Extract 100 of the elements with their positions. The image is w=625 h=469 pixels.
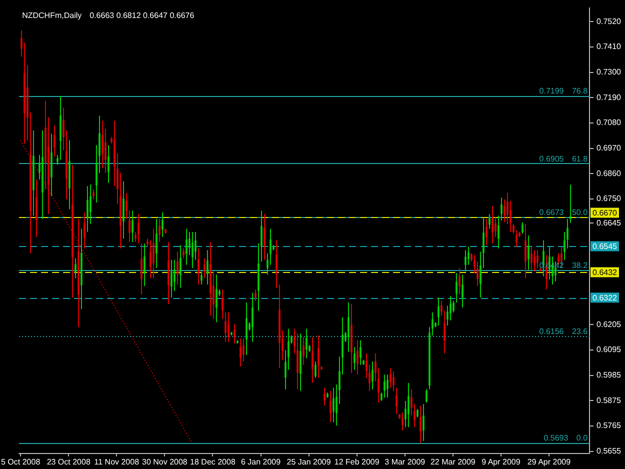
candlestick <box>206 250 208 286</box>
chart-title: NZDCHFm,Daily <box>22 10 82 20</box>
candlestick <box>522 222 524 234</box>
candlestick <box>438 297 440 326</box>
candlestick <box>348 302 350 352</box>
candlestick <box>240 338 242 368</box>
candlestick <box>140 243 142 295</box>
candlestick <box>530 246 532 270</box>
candlestick <box>324 387 326 406</box>
ref-line-label: 0.6432 <box>592 268 618 278</box>
candlestick <box>492 205 494 244</box>
candlestick <box>108 144 110 184</box>
candlestick <box>182 248 184 259</box>
candlestick <box>276 240 278 288</box>
y-tick-label: 0.6970 <box>596 144 622 153</box>
candlestick <box>156 218 158 269</box>
y-tick-label: 0.5875 <box>596 396 622 405</box>
candlestick <box>192 231 194 269</box>
candlestick <box>386 374 388 398</box>
candlestick <box>396 387 398 414</box>
candlestick <box>420 405 422 444</box>
candlestick <box>498 215 500 249</box>
x-tick-label: 3 Mar 2009 <box>384 457 426 466</box>
ref-line-label: 0.7199 76.8 <box>539 86 588 96</box>
x-tick-label: 23 Oct 2008 <box>46 457 91 466</box>
candlestick <box>534 250 536 272</box>
x-tick-label: 6 Jan 2009 <box>240 457 282 466</box>
candlestick <box>360 340 362 366</box>
candlestick <box>426 388 428 403</box>
candlestick <box>180 244 182 288</box>
candlestick <box>92 188 94 200</box>
y-tick-label: 0.5985 <box>596 370 622 380</box>
candlestick <box>144 243 146 287</box>
candlestick <box>234 323 236 344</box>
candlestick <box>464 250 466 272</box>
ref-line-label: 0.6905 61.8 <box>539 154 588 164</box>
y-tick-label: 0.7190 <box>596 92 622 102</box>
y-tick-label: 0.6645 <box>596 218 622 228</box>
candlestick <box>318 334 320 378</box>
ref-line-label: 0.6156 23.6 <box>539 326 588 336</box>
candlestick <box>372 360 374 390</box>
x-tick-label: 11 Nov 2008 <box>94 457 140 466</box>
candlestick <box>200 270 202 286</box>
candlestick <box>264 214 266 260</box>
candlestick <box>302 336 304 366</box>
candlestick <box>456 272 458 303</box>
candlestick <box>488 214 490 230</box>
y-tick-label: 0.6095 <box>596 345 622 354</box>
candlestick <box>296 333 298 390</box>
candlestick <box>392 370 394 392</box>
candlestick <box>162 212 164 238</box>
candlestick <box>122 180 124 240</box>
candlestick <box>176 251 178 286</box>
candlestick <box>152 228 154 279</box>
candlestick <box>222 288 224 320</box>
candlestick <box>384 374 386 398</box>
candlestick <box>402 412 404 431</box>
candlestick <box>408 382 410 428</box>
ref-line-label: 0.6673 50.0 <box>539 208 588 217</box>
candlestick <box>486 218 488 246</box>
candlestick <box>528 234 530 270</box>
candlestick <box>494 216 496 238</box>
x-tick-label: 22 Mar 2009 <box>430 457 476 466</box>
y-tick-label: 0.6205 <box>596 320 622 329</box>
candlestick <box>216 274 218 323</box>
candlestick <box>570 184 572 224</box>
candlestick <box>356 340 358 376</box>
x-tick-label: 12 Feb 2009 <box>334 457 380 466</box>
candlestick <box>462 274 464 308</box>
candlestick <box>546 254 548 290</box>
y-tick-label: 0.6860 <box>596 168 622 178</box>
candlestick <box>204 258 206 279</box>
x-tick-label: 18 Dec 2008 <box>190 457 236 466</box>
candlestick <box>312 336 314 384</box>
ref-line-label: 0.6322 <box>592 293 618 302</box>
candlestick <box>170 259 172 298</box>
candlestick <box>500 197 502 221</box>
candlestick <box>102 120 104 169</box>
candlestick <box>422 404 424 442</box>
y-tick-label: 0.5765 <box>596 421 622 430</box>
candlestick <box>524 223 526 279</box>
candlestick <box>332 387 334 423</box>
y-tick-label: 0.7520 <box>596 16 622 26</box>
candlestick <box>300 333 302 392</box>
candlestick <box>542 240 544 277</box>
candlestick <box>158 218 160 242</box>
ref-line-label: 0.6545 <box>592 242 618 251</box>
x-tick-label: 9 Apr 2009 <box>482 457 521 466</box>
candlestick <box>128 210 130 242</box>
candlestick <box>314 360 316 378</box>
y-tick-label: 0.7080 <box>596 118 622 128</box>
y-tick-label: 0.6750 <box>596 194 622 204</box>
candlestick <box>516 230 518 248</box>
ref-line-label: 0.6670 <box>592 208 618 218</box>
candlestick <box>330 390 332 423</box>
x-tick-label: 25 Jan 2009 <box>286 457 332 466</box>
candlestick <box>186 228 188 266</box>
candlestick <box>54 125 56 158</box>
candlestick <box>246 302 248 356</box>
candlestick <box>198 248 200 286</box>
